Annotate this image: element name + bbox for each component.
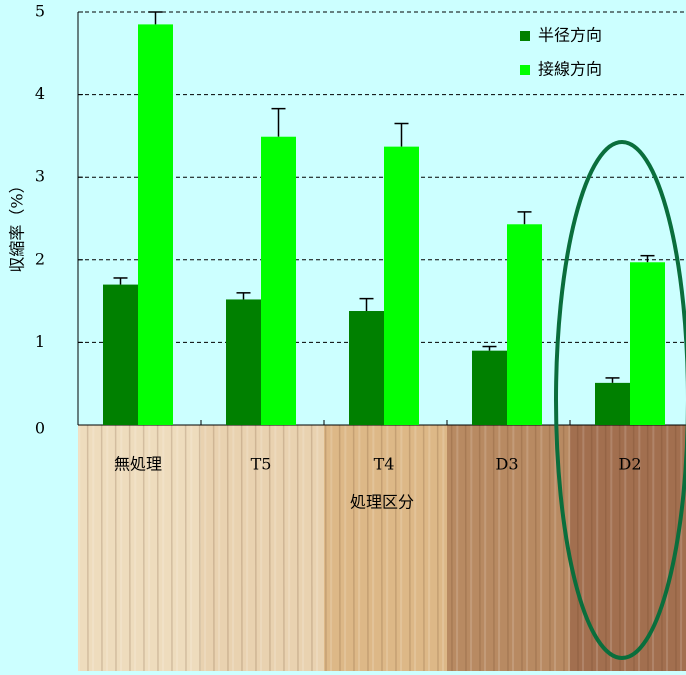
bar (472, 350, 507, 425)
x-tick-label: D2 (618, 455, 641, 474)
wood-photos (78, 425, 686, 671)
x-tick-label: T5 (251, 455, 272, 474)
y-axis-title: 収縮率（%） (8, 177, 27, 272)
y-tick-label: 5 (35, 2, 45, 21)
bar (261, 136, 296, 425)
bar (507, 224, 542, 425)
legend-label: 半径方向 (538, 26, 602, 45)
x-tick-label: D3 (495, 455, 518, 474)
bar (595, 382, 630, 425)
y-tick-label: 1 (35, 332, 45, 351)
legend-swatch (520, 31, 530, 41)
bar (226, 299, 261, 425)
legend-swatch (520, 65, 530, 75)
y-tick-label: 3 (35, 167, 45, 186)
highlight-ellipse (554, 140, 686, 660)
x-tick-label: T4 (374, 455, 395, 474)
y-tick-label: 4 (35, 84, 45, 103)
bar (630, 262, 665, 425)
legend-label: 接線方向 (538, 60, 602, 79)
y-tick-label: 0 (35, 419, 45, 438)
x-tick-label: 無処理 (114, 455, 162, 474)
y-tick-label: 2 (35, 249, 45, 268)
bar (384, 146, 419, 425)
bar (349, 311, 384, 425)
x-axis-title: 処理区分 (350, 493, 414, 512)
bar (103, 284, 138, 425)
bar (138, 24, 173, 425)
